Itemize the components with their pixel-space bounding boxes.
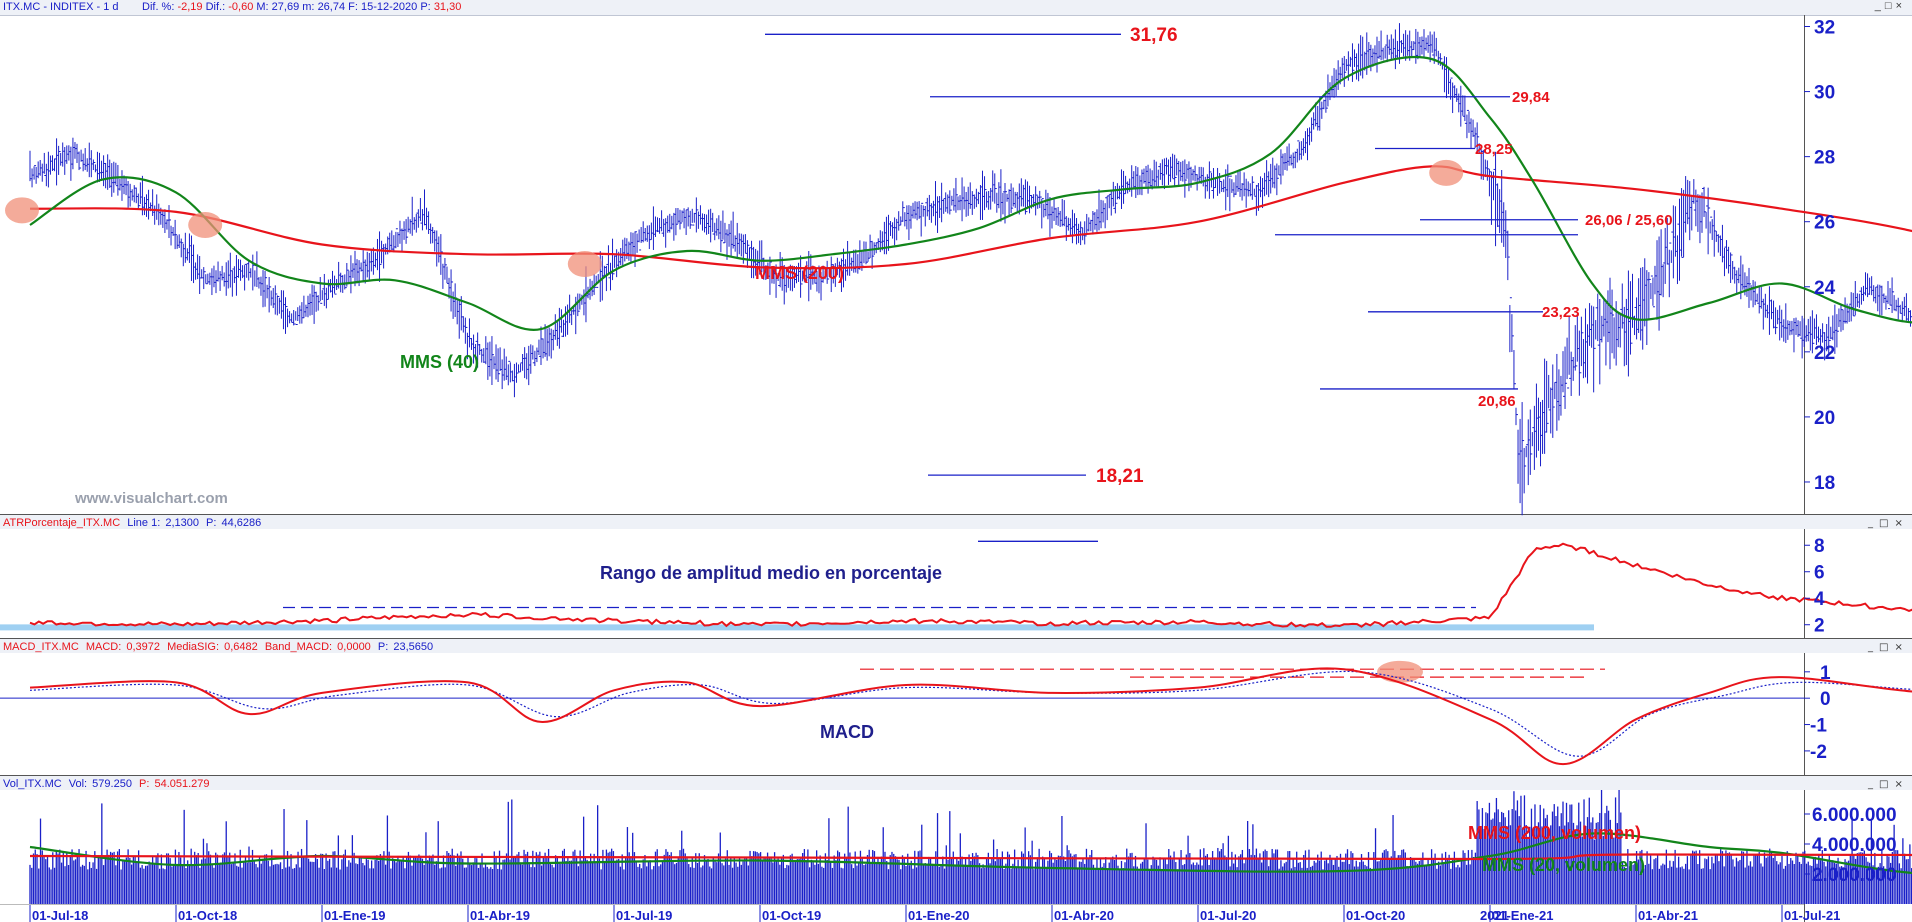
- level-label: 20,86: [1478, 393, 1516, 410]
- price-y-tick-label: 18: [1814, 473, 1835, 494]
- level-label: 18,21: [1096, 466, 1144, 487]
- price-window-controls[interactable]: _□×: [1875, 0, 1906, 12]
- atr-line: [29, 542, 1912, 628]
- price-y-tick-label: 22: [1814, 343, 1835, 364]
- x-tick-label: 01-Ene-21: [1492, 908, 1553, 922]
- level-label: 31,76: [1130, 25, 1178, 46]
- vol-mms20-label: MMS (20, volumen): [1482, 855, 1645, 875]
- minimize-icon[interactable]: _: [1874, 0, 1885, 12]
- x-tick-label: 01-Oct-20: [1346, 908, 1405, 922]
- atr-band: [0, 624, 1594, 631]
- macd-line: [29, 667, 1912, 766]
- macd-y-tick-label: 1: [1820, 663, 1831, 684]
- macd-signal-line: [29, 670, 1912, 757]
- minimize-icon: _: [1867, 779, 1874, 790]
- maximize-icon[interactable]: □: [1884, 0, 1896, 12]
- x-tick-label: 01-Jul-18: [32, 908, 88, 922]
- panel-frames: [0, 15, 1912, 922]
- volume-header-bg: [0, 776, 1912, 790]
- x-tick-label: 01-Abr-20: [1054, 908, 1114, 922]
- macd-y-tick-label: 0: [1820, 689, 1831, 710]
- price-y-tick-label: 20: [1814, 408, 1835, 429]
- vol-mms200-label: MMS (200, volumen): [1468, 823, 1641, 843]
- price-y-tick-label: 32: [1814, 18, 1835, 39]
- price-y-tick-label: 30: [1814, 83, 1835, 104]
- atr-y-tick-label: 6: [1814, 563, 1825, 584]
- price-bars: [29, 23, 1912, 516]
- price-y-tick-label: 26: [1814, 213, 1835, 234]
- x-tick-label: 01-Jul-19: [616, 908, 672, 922]
- level-label: 23,23: [1542, 304, 1580, 321]
- axes: 18202224262830322468-2-1012.000.0004.000…: [0, 18, 1897, 922]
- price-header: ITX.MC - INDITEX - 1 d Dif. %: -2,19 Dif…: [0, 0, 1912, 16]
- close-icon: ×: [1894, 518, 1902, 529]
- maximize-icon: □: [1879, 779, 1888, 790]
- macd-y-tick-label: -2: [1810, 742, 1827, 763]
- atr-window-controls[interactable]: _ □ ×: [1867, 518, 1903, 529]
- volume-chart: [29, 790, 1912, 904]
- crossover-highlight: [5, 197, 39, 224]
- x-tick-label: 01-Ene-20: [908, 908, 969, 922]
- maximize-icon: □: [1879, 518, 1888, 529]
- x-tick-label: 01-Jul-20: [1200, 908, 1256, 922]
- watermark: www.visualchart.com: [74, 490, 228, 507]
- mms200-label: MMS (200): [755, 263, 844, 283]
- volume-bars: [29, 790, 1912, 904]
- macd-window-controls[interactable]: _ □ ×: [1867, 642, 1903, 653]
- vol-mms200-line: [29, 853, 1912, 861]
- mms40-label: MMS (40): [400, 352, 479, 372]
- level-label: 28,25: [1475, 141, 1513, 158]
- x-tick-label: 01-Abr-21: [1638, 908, 1698, 922]
- crossover-highlight: [567, 251, 602, 277]
- x-tick-label: 01-Abr-19: [470, 908, 530, 922]
- level-label: 26,06 / 25,60: [1585, 212, 1673, 229]
- mms200-line: [29, 165, 1912, 270]
- macd-chart: [0, 660, 1912, 766]
- close-icon[interactable]: ×: [1895, 0, 1906, 12]
- macd-title: MACD: [820, 722, 874, 742]
- minimize-icon: _: [1867, 518, 1874, 529]
- level-label: 29,84: [1512, 89, 1550, 106]
- volume-y-tick-label: 6.000.000: [1812, 805, 1897, 826]
- close-icon: ×: [1894, 642, 1902, 653]
- atr-y-tick-label: 2: [1814, 616, 1825, 637]
- x-tick-label: 01-Oct-19: [762, 908, 821, 922]
- atr-chart: [0, 540, 1912, 631]
- x-subtick-label: 2021: [1480, 908, 1509, 922]
- price-header-fields: Dif. %: -2,19 Dif.: -0,60 M: 27,69 m: 26…: [142, 1, 462, 13]
- x-tick-label: 01-Jul-21: [1784, 908, 1840, 922]
- macd-header-bg: [0, 639, 1912, 653]
- price-chart: 31,76 29,84 28,25 26,06 / 25,60 23,23 20,86 18…: [5, 23, 1912, 516]
- macd-y-tick-label: -1: [1810, 716, 1827, 737]
- atr-y-tick-label: 8: [1814, 536, 1825, 557]
- minimize-icon: _: [1867, 642, 1874, 653]
- macd-highlight: [1377, 660, 1423, 683]
- price-y-tick-label: 24: [1814, 278, 1836, 299]
- mms40-line: [29, 55, 1912, 331]
- volume-y-tick-label: 4.000.000: [1812, 835, 1897, 856]
- atr-header-text: ATRPorcentaje_ITX.MC Line 1: 2,1300 P: 4…: [3, 517, 261, 529]
- x-tick-label: 01-Oct-18: [178, 908, 237, 922]
- price-y-tick-label: 28: [1814, 148, 1835, 169]
- atr-title: Rango de amplitud medio en porcentaje: [600, 563, 942, 583]
- crossover-highlight: [188, 211, 223, 238]
- x-tick-label: 01-Ene-19: [324, 908, 385, 922]
- crossover-highlight: [1429, 159, 1464, 186]
- volume-y-tick-label: 2.000.000: [1812, 865, 1897, 886]
- volume-header-text: Vol_ITX.MC Vol: 579.250 P: 54.051.279: [3, 778, 210, 790]
- maximize-icon: □: [1879, 642, 1888, 653]
- macd-header-text: MACD_ITX.MC MACD: 0,3972 MediaSIG: 0,648…: [3, 641, 433, 653]
- atr-header-bg: [0, 515, 1912, 529]
- price-header-symbol: ITX.MC - INDITEX - 1 d: [3, 1, 119, 13]
- volume-window-controls[interactable]: _ □ ×: [1867, 779, 1903, 790]
- atr-y-tick-label: 4: [1814, 589, 1825, 610]
- close-icon: ×: [1894, 779, 1902, 790]
